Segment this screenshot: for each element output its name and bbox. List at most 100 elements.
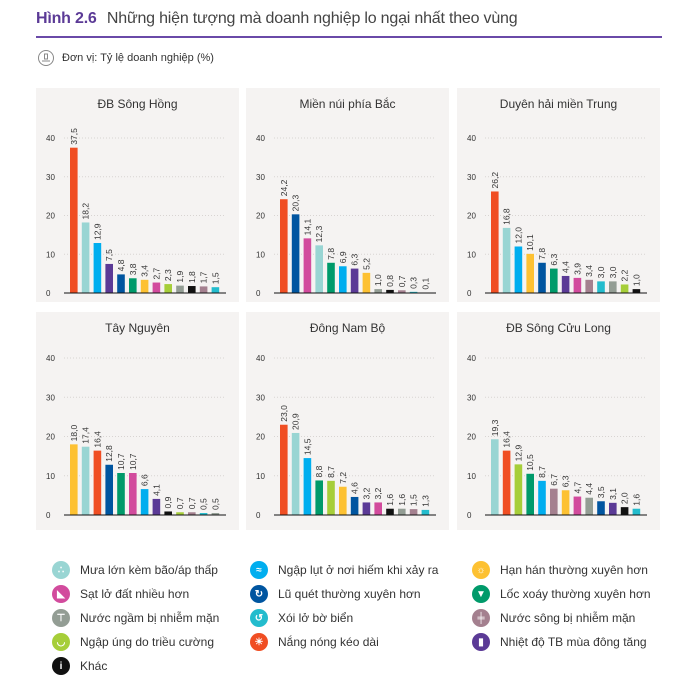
bar-value-label: 14,1: [302, 219, 312, 236]
bar-value-label: 1,5: [409, 494, 419, 506]
legend-label: Nhiệt độ TB mùa đông tăng: [500, 635, 647, 649]
bar-other: [632, 289, 641, 293]
unit-label: Đơn vị: Tỷ lệ doanh nghiệp (%): [62, 52, 214, 64]
bar-other: [620, 507, 629, 515]
bar-value-label: 3,1: [608, 488, 618, 500]
bar-value-label: 4,6: [350, 482, 360, 494]
bar-riversalt: [550, 488, 558, 515]
legend: ∴ Mưa lớn kèm bão/áp thấp ≈ Ngập lụt ở nơi …: [52, 561, 672, 691]
chart-unit-icon: [38, 50, 54, 66]
bar-value-label: 0,1: [420, 278, 430, 290]
bar-flashflood: [105, 464, 113, 515]
legend-item-rain: ∴ Mưa lớn kèm bão/áp thấp: [52, 561, 218, 579]
chart-title: Duyên hải miền Trung: [499, 97, 618, 111]
tidal-flood-icon: ◡: [52, 633, 70, 651]
bar-value-label: 1,9: [175, 271, 185, 283]
bar-rain: [491, 439, 499, 515]
legend-label: Hạn hán thường xuyên hơn: [500, 563, 648, 577]
bar-value-label: 5,2: [361, 258, 371, 270]
bar-value-label: 3,4: [140, 265, 150, 277]
rain-icon: ∴: [52, 561, 70, 579]
y-tick-label: 30: [46, 173, 55, 182]
y-tick-label: 20: [467, 212, 476, 221]
bar-value-label: 7,8: [326, 248, 336, 260]
bar-chart: 0 10 20 30 40 24,220,314,1 12,37,8 6,9 6,3 5,21,0…: [256, 134, 436, 298]
river-salt-icon: ╪: [472, 609, 490, 627]
bar-whirlwind: [526, 473, 534, 515]
bar-value-label: 6,3: [561, 475, 571, 487]
figure-title: Hình 2.6 Những hiện tượng mà doanh nghiệ…: [36, 10, 518, 28]
bar-value-label: 1,7: [199, 271, 209, 283]
bar-value-label: 1,0: [631, 274, 641, 286]
bar-value-label: 3,2: [361, 487, 371, 499]
bar-value-label: 10,1: [525, 234, 535, 251]
bar-drought: [526, 253, 534, 293]
bar-value-label: 0,7: [187, 497, 197, 509]
bar-value-label: 2,3: [163, 269, 173, 281]
bar-chart: 0 10 20 30 40 19,316,412,910,58,76,7 6,34,7 4,4…: [467, 354, 647, 520]
bar-value-label: 1,0: [373, 274, 383, 286]
bar-chart: 0 10 20 30 40 26,2 16,812,0 10,17,8 6,34,4 3,9 3,4…: [467, 134, 647, 298]
y-tick-label: 30: [467, 393, 476, 402]
bar-value-label: 4,4: [584, 483, 594, 495]
y-tick-label: 0: [46, 511, 51, 520]
bar-groundsalt: [211, 513, 220, 515]
y-tick-label: 40: [467, 134, 476, 143]
bar-wintertemp: [362, 502, 371, 515]
y-tick-label: 20: [256, 433, 265, 442]
legend-label: Nước sông bị nhiễm mặn: [500, 611, 636, 625]
bar-heat: [502, 450, 511, 515]
bar-value-label: 16,8: [502, 208, 512, 225]
bar-value-label: 4,4: [561, 261, 571, 273]
y-tick-label: 40: [46, 354, 55, 363]
bar-landslide: [573, 277, 582, 293]
legend-item-flood: ≈ Ngập lụt ở nơi hiếm khi xảy ra: [250, 561, 438, 579]
bar-value-label: 1,5: [210, 272, 220, 284]
y-tick-label: 40: [256, 134, 265, 143]
bar-landslide: [374, 502, 382, 515]
y-tick-label: 20: [46, 212, 55, 221]
bar-value-label: 1,6: [385, 494, 395, 506]
bar-erosion: [632, 508, 641, 515]
figure-title-text: Những hiện tượng mà doanh nghiệp lo ngại…: [106, 10, 518, 27]
bar-heat: [280, 199, 288, 293]
bar-value-label: 20,3: [291, 195, 301, 212]
bar-flashflood: [291, 214, 300, 293]
coast-erosion-icon: ↺: [250, 609, 268, 627]
bar-value-label: 0,3: [409, 277, 419, 289]
legend-label: Nước ngầm bị nhiễm mặn: [80, 611, 220, 625]
legend-label: Lốc xoáy thường xuyên hơn: [500, 587, 651, 601]
bar-flood: [339, 266, 347, 293]
drought-icon: ☼: [472, 561, 490, 579]
bar-value-label: 3,8: [128, 263, 138, 275]
bar-wintertemp: [350, 268, 359, 293]
legend-label: Lũ quét thường xuyên hơn: [278, 587, 421, 601]
chart-panel: Miền núi phía Bắc 0 10 20 30 40 24,2 20,3 14,1 12…: [246, 88, 449, 302]
bar-value-label: 24,2: [279, 179, 289, 196]
y-tick-label: 0: [467, 511, 472, 520]
y-tick-label: 10: [256, 250, 265, 259]
bar-landslide: [573, 496, 582, 515]
bar-groundsalt: [176, 285, 184, 293]
bar-value-label: 8,8: [314, 465, 324, 477]
bar-value-label: 1,6: [397, 494, 407, 506]
bar-whirlwind: [550, 268, 558, 293]
bar-riversalt: [199, 286, 208, 293]
bar-other: [386, 508, 394, 515]
y-tick-label: 30: [467, 173, 476, 182]
flash-flood-icon: ↻: [250, 585, 268, 603]
bar-heat: [280, 424, 288, 515]
bar-other: [188, 286, 196, 293]
legend-item-wintertemp: ▮ Nhiệt độ TB mùa đông tăng: [472, 633, 647, 651]
bar-whirlwind: [327, 262, 335, 293]
bar-flood: [140, 489, 149, 515]
bar-value-label: 18,2: [81, 203, 91, 220]
bar-tidal: [514, 464, 523, 515]
chart-title: ĐB Sông Hồng: [97, 97, 178, 111]
bar-value-label: 12,8: [104, 445, 114, 462]
bar-value-label: 3,5: [596, 486, 606, 498]
faucet-icon: ⊤: [52, 609, 70, 627]
bar-other: [386, 289, 394, 293]
bar-rain: [315, 245, 323, 293]
